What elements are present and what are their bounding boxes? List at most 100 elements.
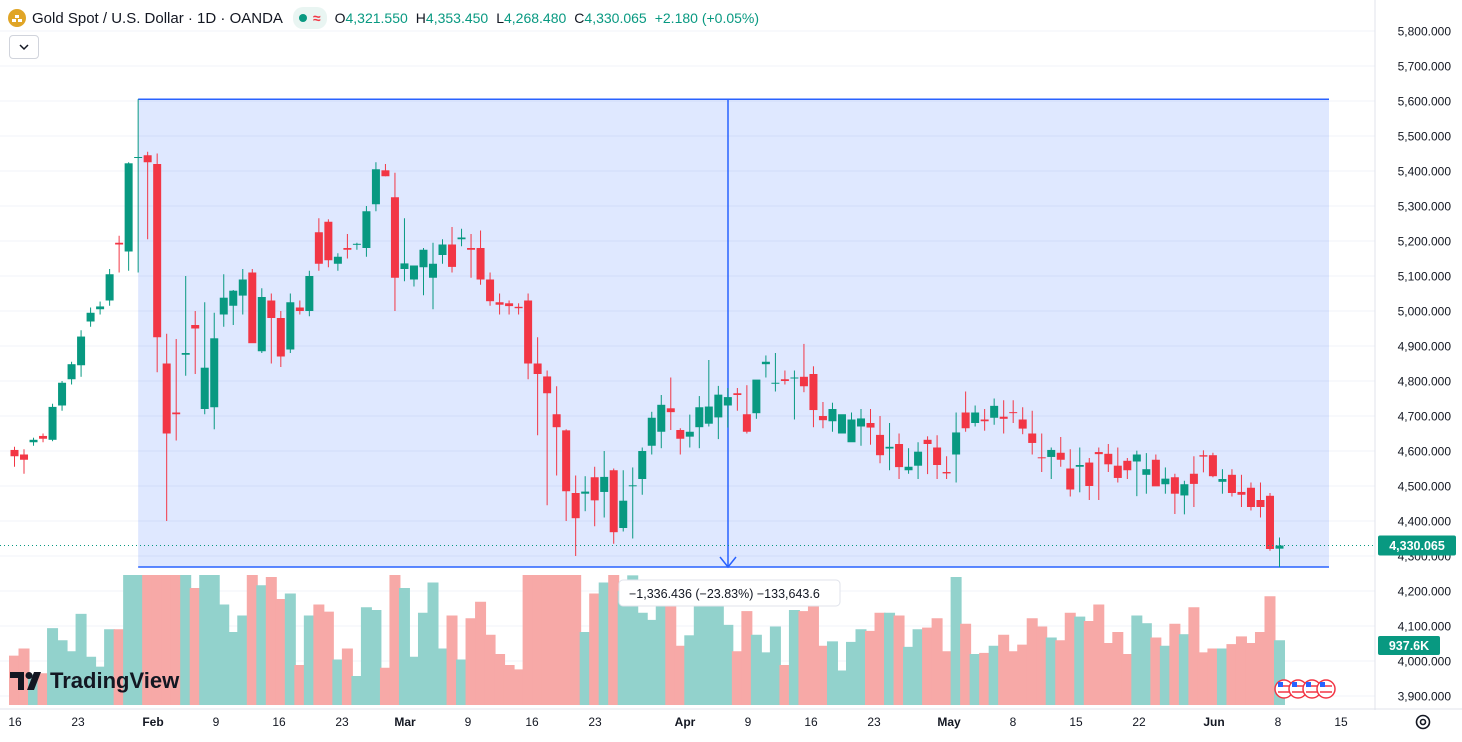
candle-body[interactable]	[390, 197, 399, 278]
candle-body[interactable]	[333, 256, 342, 264]
candle-body[interactable]	[20, 454, 29, 460]
candle-body[interactable]	[381, 170, 390, 177]
candle-body[interactable]	[990, 405, 999, 418]
candle-body[interactable]	[514, 306, 523, 309]
candle-body[interactable]	[1218, 479, 1227, 482]
candle-body[interactable]	[857, 418, 866, 427]
candle-body[interactable]	[780, 379, 789, 381]
candle-body[interactable]	[58, 382, 67, 406]
candle-body[interactable]	[590, 477, 599, 501]
candle-body[interactable]	[1199, 455, 1208, 457]
gold-symbol-icon[interactable]	[8, 9, 26, 27]
candle-body[interactable]	[1180, 484, 1189, 496]
candle-body[interactable]	[191, 325, 200, 329]
candle-body[interactable]	[647, 417, 656, 446]
tradingview-logo[interactable]: TradingView	[10, 668, 179, 694]
candle-body[interactable]	[1132, 454, 1141, 462]
candle-body[interactable]	[305, 276, 314, 311]
candle-body[interactable]	[685, 431, 694, 437]
candle-body[interactable]	[657, 404, 666, 432]
candle-body[interactable]	[409, 265, 418, 280]
candle-body[interactable]	[238, 279, 247, 296]
candle-body[interactable]	[200, 367, 209, 409]
candle-body[interactable]	[1028, 433, 1037, 443]
candle-body[interactable]	[1094, 452, 1103, 455]
candle-body[interactable]	[438, 244, 447, 256]
candle-body[interactable]	[876, 434, 885, 456]
candle-body[interactable]	[257, 297, 266, 352]
candle-body[interactable]	[1047, 449, 1056, 457]
candle-body[interactable]	[29, 439, 38, 443]
candle-body[interactable]	[571, 493, 580, 519]
candle-body[interactable]	[638, 451, 647, 479]
candle-body[interactable]	[10, 449, 19, 457]
candle-body[interactable]	[1123, 460, 1132, 471]
candle-body[interactable]	[181, 353, 190, 355]
candle-body[interactable]	[980, 419, 989, 422]
candle-body[interactable]	[866, 423, 875, 428]
candle-body[interactable]	[67, 364, 76, 380]
candle-body[interactable]	[666, 408, 675, 413]
candle-body[interactable]	[961, 412, 970, 429]
candle-body[interactable]	[752, 379, 761, 414]
candle-body[interactable]	[742, 414, 751, 432]
candle-body[interactable]	[1237, 491, 1246, 495]
candle-body[interactable]	[704, 406, 713, 424]
candle-body[interactable]	[562, 430, 571, 492]
candle-body[interactable]	[524, 300, 533, 364]
candle-body[interactable]	[619, 500, 628, 528]
candle-body[interactable]	[229, 290, 238, 306]
candle-body[interactable]	[428, 263, 437, 278]
candle-body[interactable]	[1104, 453, 1113, 465]
candle-body[interactable]	[1275, 545, 1284, 549]
candle-body[interactable]	[809, 374, 818, 411]
candle-body[interactable]	[486, 279, 495, 302]
candle-body[interactable]	[48, 406, 57, 440]
candle-body[interactable]	[628, 485, 637, 487]
candle-body[interactable]	[676, 430, 685, 439]
candle-body[interactable]	[733, 393, 742, 395]
candle-body[interactable]	[1142, 469, 1151, 475]
candle-body[interactable]	[1075, 465, 1084, 467]
candle-body[interactable]	[971, 412, 980, 424]
candle-body[interactable]	[324, 221, 333, 261]
candle-body[interactable]	[1066, 468, 1075, 490]
candle-body[interactable]	[352, 243, 361, 245]
candle-body[interactable]	[276, 318, 285, 357]
candle-body[interactable]	[885, 446, 894, 449]
candle-body[interactable]	[847, 419, 856, 443]
candle-body[interactable]	[457, 237, 466, 240]
candle-body[interactable]	[1246, 487, 1255, 507]
economic-event-icon[interactable]	[1316, 679, 1336, 699]
candle-body[interactable]	[952, 432, 961, 455]
candle-body[interactable]	[609, 470, 618, 533]
candle-body[interactable]	[1037, 457, 1046, 459]
candle-body[interactable]	[895, 444, 904, 468]
candle-body[interactable]	[314, 232, 323, 264]
candle-body[interactable]	[39, 435, 48, 439]
candle-body[interactable]	[695, 407, 704, 428]
candle-body[interactable]	[86, 312, 95, 322]
candle-body[interactable]	[837, 414, 846, 434]
candle-body[interactable]	[1018, 419, 1027, 429]
gear-icon[interactable]	[1413, 712, 1433, 732]
candle-body[interactable]	[153, 164, 162, 338]
candle-body[interactable]	[799, 376, 808, 387]
candle-body[interactable]	[172, 412, 181, 415]
candle-body[interactable]	[904, 466, 913, 471]
candle-body[interactable]	[343, 248, 352, 250]
candle-body[interactable]	[371, 169, 380, 205]
candle-body[interactable]	[143, 155, 152, 163]
candle-body[interactable]	[828, 409, 837, 422]
candle-body[interactable]	[1151, 459, 1160, 487]
candle-body[interactable]	[448, 244, 457, 267]
candle-body[interactable]	[362, 211, 371, 248]
candle-body[interactable]	[999, 416, 1008, 419]
candle-body[interactable]	[1265, 495, 1274, 549]
candle-body[interactable]	[419, 249, 428, 268]
candle-body[interactable]	[933, 447, 942, 466]
measure-zone[interactable]	[138, 99, 1330, 568]
collapse-legend-button[interactable]	[9, 35, 39, 59]
candle-body[interactable]	[476, 248, 485, 280]
